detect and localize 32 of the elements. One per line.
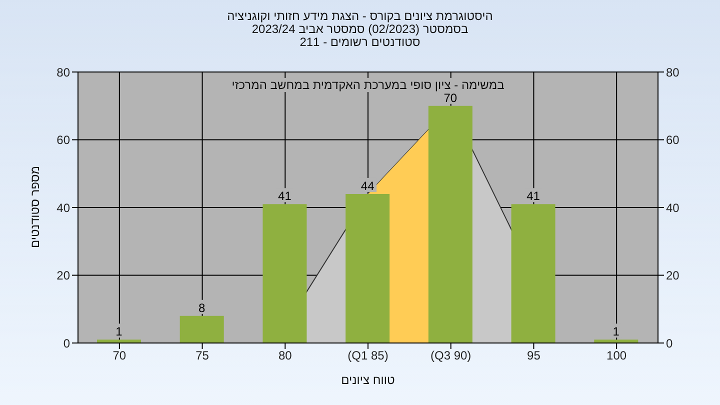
x-tick-label: 100 (606, 348, 627, 363)
data-label: 1 (612, 324, 620, 339)
y2-tick-label: 60 (666, 133, 680, 148)
data-label: 41 (278, 189, 292, 204)
x-tick-label: 75 (196, 348, 210, 363)
chart-title: היסטוגרמת ציונים בקורס - הצגת מידע חזותי וקוגניציה (226, 9, 494, 23)
y-tick-label: 0 (63, 336, 70, 350)
y2-tick-label: 20 (666, 268, 680, 283)
data-label: 41 (526, 189, 540, 204)
data-label: 8 (198, 300, 206, 315)
x-tick-label: (Q3 90) (430, 348, 472, 363)
annotation: במשימה - ציון סופי במערכת האקדמית במחשב המרכזי (230, 78, 506, 92)
bar (180, 316, 224, 343)
x-tick-label: (Q1 85) (348, 348, 388, 363)
x-axis-title: טווח ציונים (340, 373, 396, 387)
bar (511, 204, 556, 343)
x-tick-label: 95 (527, 348, 541, 363)
bar (262, 204, 307, 343)
data-label: 1 (116, 324, 123, 339)
y2-tick-label: 0 (666, 336, 673, 350)
x-tick-label: 80 (278, 348, 292, 363)
y-tick-label: 80 (56, 65, 70, 80)
chart-subtitle: בסמסטר (02/2023) סמסטר אביב 2023/24 סטודנטים רשומים - 211 (252, 22, 470, 49)
data-label: 70 (444, 90, 458, 105)
y-tick-label: 20 (56, 268, 70, 283)
y-tick-label: 60 (56, 133, 70, 148)
data-label: 44 (360, 178, 375, 193)
y2-tick-label: 40 (666, 200, 680, 215)
y-axis-title: מספר סטודנטים (28, 166, 42, 248)
y2-tick-label: 80 (666, 65, 680, 80)
y-tick-label: 40 (56, 200, 70, 215)
x-tick-label: 70 (112, 348, 126, 363)
